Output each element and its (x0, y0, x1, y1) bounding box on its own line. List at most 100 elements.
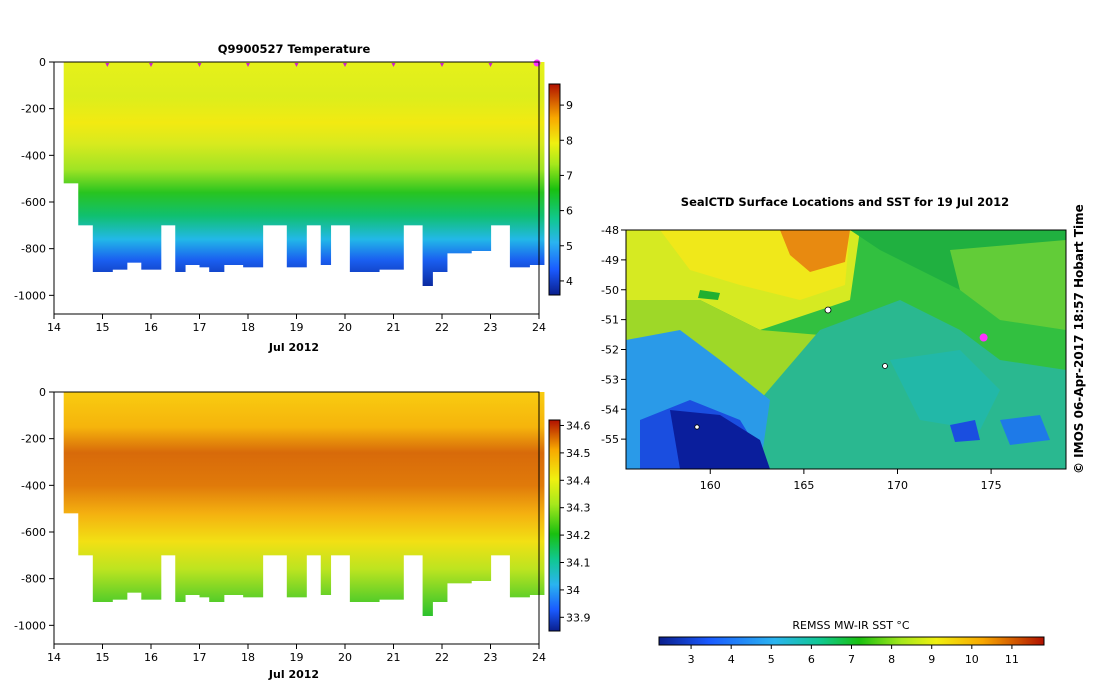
temperature-profile-column (349, 62, 380, 272)
island-marker (882, 363, 888, 369)
map-x-tick-label: 175 (981, 479, 1002, 492)
surface-marker (343, 63, 347, 67)
y-tick-label: -1000 (14, 619, 46, 632)
temperature-profile-column (490, 62, 511, 226)
temperature-colorbar-ticks: 4 5 6 7 8 9 (560, 99, 573, 288)
map-y-tick-label: -48 (601, 224, 619, 237)
x-tick-label: 16 (144, 651, 158, 664)
x-tick-label: 14 (47, 321, 61, 334)
sst-colorbar-ticks: 3 4 5 6 7 8 9 10 11 (688, 645, 1019, 666)
map-y-tick-label: -53 (601, 373, 619, 386)
colorbar-tick-label: 34.1 (566, 556, 591, 569)
colorbar-tick-label: 34.3 (566, 502, 591, 515)
temperature-panel: Q9900527 Temperature 0 -200 -400 -600 -800 -1… (14, 42, 573, 354)
salinity-profile-column (432, 392, 448, 602)
x-tick-label: 18 (241, 321, 255, 334)
surface-marker (149, 63, 153, 67)
temperature-profile-column (422, 62, 433, 286)
surface-marker (197, 63, 202, 67)
surface-marker (488, 63, 493, 67)
temperature-profile-column (112, 62, 128, 270)
salinity-profile-column (306, 392, 322, 556)
temperature-colorbar (548, 83, 561, 296)
salinity-panel: 0 -200 -400 -600 -800 -1000 14 15 16 17 18 19 20 21 2… (14, 386, 590, 681)
seal-location-marker (979, 333, 988, 342)
surface-marker (391, 63, 396, 67)
map-y-tick-label: -51 (601, 314, 619, 327)
map-x-axis: 160 165 170 175 (700, 469, 1002, 492)
y-tick-label: -600 (21, 526, 46, 539)
x-tick-label: 17 (193, 321, 207, 334)
y-tick-label: -1000 (14, 289, 46, 302)
map-y-tick-label: -52 (601, 344, 619, 357)
salinity-profile-column (286, 392, 307, 598)
sst-colorbar-tick-label: 11 (1005, 653, 1019, 666)
temperature-profile-column (306, 62, 322, 226)
salinity-profile-column (209, 392, 225, 602)
salinity-profile-column (403, 392, 424, 556)
salinity-profile-column (471, 392, 492, 581)
map-title: SealCTD Surface Locations and SST for 19… (681, 195, 1009, 209)
sst-colorbar-label: REMSS MW-IR SST °C (792, 619, 910, 632)
colorbar-tick-label: 8 (566, 134, 573, 147)
sst-field (626, 230, 1066, 469)
colorbar-tick-label: 34.2 (566, 529, 591, 542)
map-x-tick-label: 165 (793, 479, 814, 492)
surface-markers (105, 59, 541, 67)
x-tick-label: 21 (387, 321, 401, 334)
surface-marker (246, 63, 250, 67)
temperature-profile-column (432, 62, 448, 272)
salinity-profile-column (509, 392, 530, 598)
y-tick-label: -400 (21, 479, 46, 492)
map-y-tick-label: -50 (601, 284, 619, 297)
temperature-profile-column (63, 62, 79, 184)
salinity-profile-column (141, 392, 162, 600)
salinity-profile-column (262, 392, 288, 556)
map-x-tick-label: 160 (700, 479, 721, 492)
temperature-profile-column (446, 62, 472, 254)
salinity-profile-column (63, 392, 79, 514)
x-tick-label: 19 (290, 651, 304, 664)
y-tick-label: -800 (21, 573, 46, 586)
salinity-profile-column (126, 392, 142, 593)
x-tick-label: 14 (47, 651, 61, 664)
colorbar-tick-label: 34 (566, 584, 580, 597)
x-tick-label: 24 (532, 651, 546, 664)
temperature-x-axis: 14 15 16 17 18 19 20 21 22 23 24 (47, 314, 546, 334)
x-tick-label: 15 (96, 321, 110, 334)
temperature-y-axis: 0 -200 -400 -600 -800 -1000 (14, 56, 54, 302)
temperature-profile-column (471, 62, 492, 251)
colorbar-tick-label: 34.4 (566, 474, 591, 487)
salinity-profile-column (184, 392, 201, 595)
x-tick-label: 23 (484, 321, 498, 334)
temperature-profile-column (141, 62, 162, 270)
surface-marker (105, 63, 110, 67)
sst-colorbar (658, 636, 1045, 646)
salinity-profile-column (112, 392, 128, 600)
surface-marker (440, 63, 444, 67)
temperature-profile-column (509, 62, 530, 268)
temperature-profile-column (223, 62, 244, 265)
y-tick-label: -400 (21, 149, 46, 162)
x-tick-label: 22 (435, 321, 449, 334)
colorbar-tick-label: 34.6 (566, 419, 591, 432)
salinity-profile-column (175, 392, 186, 602)
map-y-tick-label: -54 (601, 403, 619, 416)
temperature-profile-column (262, 62, 288, 226)
sst-colorbar-tick-label: 5 (768, 653, 775, 666)
salinity-colorbar (548, 419, 561, 632)
temperature-profile-column (199, 62, 210, 268)
sst-colorbar-tick-label: 9 (928, 653, 935, 666)
x-tick-label: 24 (532, 321, 546, 334)
y-tick-label: -200 (21, 433, 46, 446)
salinity-profile-column (243, 392, 264, 598)
temperature-profile-column (243, 62, 264, 268)
colorbar-tick-label: 34.5 (566, 447, 591, 460)
temperature-profile-column (403, 62, 424, 226)
map-y-axis: -48 -49 -50 -51 -52 -53 -54 -55 (601, 224, 626, 446)
temperature-profile-column (175, 62, 186, 272)
salinity-colorbar-ticks: 33.9 34 34.1 34.2 34.3 34.4 34.5 34.6 (560, 419, 591, 624)
sst-colorbar-tick-label: 4 (728, 653, 735, 666)
salinity-profile-column (378, 392, 404, 600)
